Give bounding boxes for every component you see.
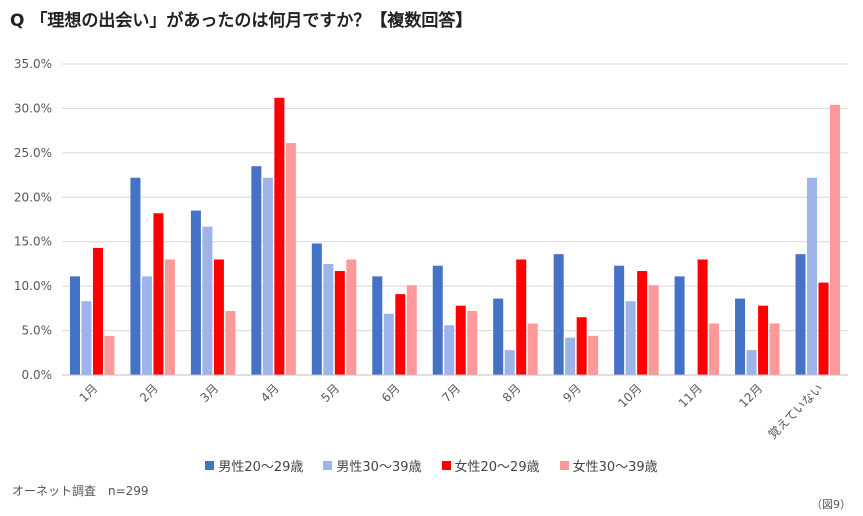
bar [565, 337, 576, 375]
bar [735, 298, 746, 375]
bar [746, 350, 757, 375]
bar [758, 305, 769, 375]
figure-label: （図9） [811, 498, 851, 511]
legend-swatch [441, 461, 451, 470]
bar [588, 335, 599, 375]
bar [467, 311, 478, 375]
y-tick-label: 30.0% [14, 101, 52, 115]
chart-legend: 男性20〜29歳 男性30〜39歳 女性20〜29歳 女性30〜39歳 [0, 456, 863, 475]
bar [807, 177, 818, 375]
bar [697, 259, 708, 375]
bar [444, 325, 455, 375]
bar [553, 254, 564, 375]
bar [406, 285, 417, 375]
bar [455, 305, 466, 375]
y-tick-label: 20.0% [14, 190, 52, 204]
bar [576, 317, 587, 375]
bar [516, 259, 527, 375]
source-note: オーネット調査 n=299 [12, 484, 149, 498]
bar [285, 143, 296, 375]
y-tick-label: 15.0% [14, 235, 52, 249]
bar [795, 254, 806, 375]
x-tick-label: 4月 [258, 381, 282, 405]
x-tick-label: 3月 [197, 381, 221, 405]
x-tick-label: 10月 [615, 381, 644, 410]
bar [92, 247, 103, 375]
bar [153, 213, 164, 375]
y-tick-label: 25.0% [14, 146, 52, 160]
bar [213, 259, 224, 375]
legend-item: 男性30〜39歳 [323, 456, 422, 475]
bar [493, 298, 504, 375]
legend-item: 男性20〜29歳 [205, 456, 303, 475]
x-tick-label: 12月 [736, 381, 765, 410]
legend-item: 女性20〜29歳 [441, 456, 540, 475]
bar [614, 265, 625, 375]
legend-label: 女性20〜29歳 [454, 460, 540, 475]
y-tick-label: 5.0% [22, 324, 53, 338]
bar [334, 271, 345, 375]
y-tick-label: 10.0% [14, 279, 52, 293]
x-tick-label: 7月 [439, 381, 463, 405]
chart-title: Q 「理想の出会い」があったのは何月ですか？【複数回答】 [10, 11, 473, 31]
bar [395, 294, 406, 375]
bar [323, 263, 334, 375]
bar [274, 97, 285, 375]
x-tick-label: 8月 [500, 381, 524, 405]
bar [527, 323, 538, 375]
bar [346, 259, 357, 375]
bar [311, 243, 322, 375]
legend-swatch [205, 461, 215, 470]
x-tick-label: 覚えていない [765, 381, 825, 441]
bar [818, 282, 829, 375]
x-tick-label: 2月 [137, 381, 161, 405]
bar [504, 350, 515, 375]
bar [130, 177, 141, 375]
legend-label: 男性20〜29歳 [218, 460, 304, 475]
bar [225, 311, 236, 375]
x-tick-label: 1月 [77, 381, 101, 405]
bar [141, 276, 152, 375]
legend-label: 男性30〜39歳 [336, 460, 422, 475]
bar [69, 276, 80, 375]
bar [202, 226, 213, 375]
bar [674, 276, 685, 375]
bar [81, 301, 92, 375]
legend-swatch [559, 461, 569, 470]
x-tick-label: 9月 [560, 381, 584, 405]
bar [648, 285, 659, 375]
bar [104, 335, 115, 375]
bar [625, 301, 636, 375]
bar [251, 166, 262, 375]
x-tick-label: 11月 [676, 381, 705, 410]
bar [709, 323, 720, 375]
bar [830, 104, 841, 376]
legend-item: 女性30〜39歳 [559, 456, 658, 475]
bar [372, 276, 383, 375]
x-tick-label: 6月 [379, 381, 403, 405]
y-tick-label: 35.0% [14, 57, 52, 71]
bar [262, 177, 273, 375]
x-tick-label: 5月 [318, 381, 342, 405]
bar [637, 271, 648, 375]
y-tick-label: 0.0% [22, 368, 53, 382]
bar [383, 313, 394, 375]
bar [432, 265, 443, 375]
bar [164, 259, 175, 375]
legend-swatch [323, 461, 333, 470]
legend-label: 女性30〜39歳 [572, 460, 658, 475]
bar [190, 210, 201, 375]
bar [769, 323, 780, 375]
